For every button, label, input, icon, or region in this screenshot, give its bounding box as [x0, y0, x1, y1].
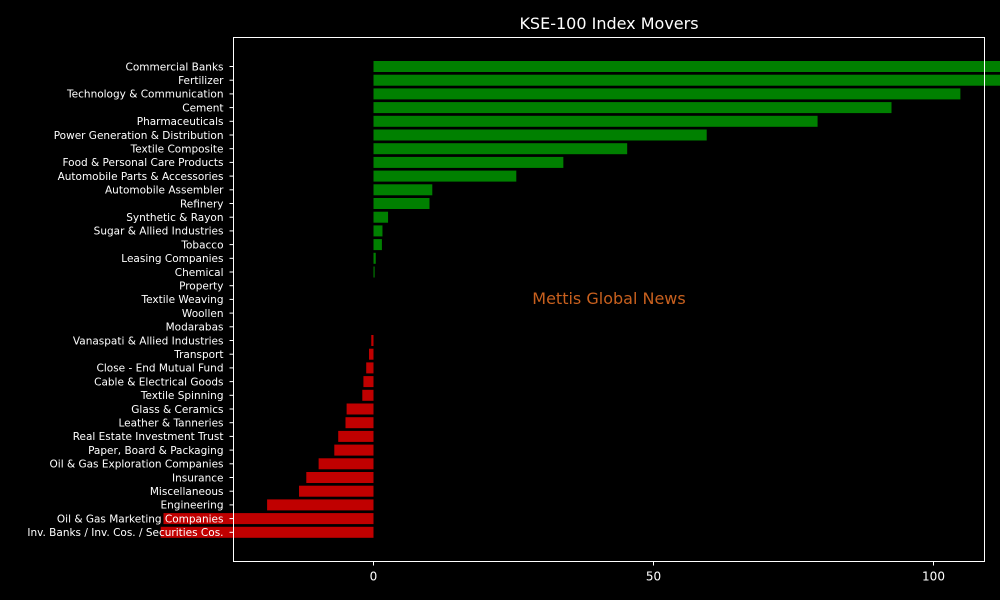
- x-ticks-group: 050100150200: [370, 561, 945, 584]
- bar-cable-electrical-goods: [363, 376, 374, 388]
- category-label: Oil & Gas Exploration Companies: [50, 459, 224, 471]
- bar-chemical: [373, 266, 375, 278]
- bar-textile-composite: [373, 143, 628, 155]
- bar-power-generation-distribution: [373, 129, 707, 141]
- bar-synthetic-rayon: [373, 211, 389, 223]
- bar-fertilizer: [373, 74, 1000, 86]
- bar-oil-gas-exploration-companies: [318, 458, 374, 470]
- category-label: Pharmaceuticals: [137, 116, 224, 128]
- plot-frame: [233, 37, 985, 562]
- category-label: Miscellaneous: [150, 486, 224, 498]
- category-label: Fertilizer: [178, 75, 224, 87]
- bar-technology-communication: [373, 88, 961, 100]
- category-label: Property: [179, 281, 223, 293]
- category-label: Vanaspati & Allied Industries: [73, 335, 224, 347]
- watermark-text: Mettis Global News: [532, 289, 685, 308]
- category-label: Technology & Communication: [66, 89, 223, 101]
- bar-food-personal-care-products: [373, 156, 564, 168]
- bar-glass-ceramics: [346, 403, 374, 415]
- x-tick-label: 0: [370, 570, 378, 584]
- category-label: Synthetic & Rayon: [126, 212, 223, 224]
- category-label: Textile Weaving: [141, 294, 224, 306]
- category-label: Power Generation & Distribution: [54, 130, 224, 142]
- bar-miscellaneous: [299, 485, 374, 497]
- category-label: Real Estate Investment Trust: [73, 431, 224, 443]
- bar-real-estate-investment-trust: [338, 430, 374, 442]
- bar-refinery: [373, 198, 430, 209]
- category-label: Refinery: [180, 198, 224, 210]
- category-labels-group: Commercial Banks Fertilizer Technology & C…: [27, 61, 234, 539]
- category-label: Commercial Banks: [126, 61, 224, 73]
- category-label: Inv. Banks / Inv. Cos. / Securities Cos.: [27, 527, 223, 539]
- bar-paper-board-packaging: [334, 444, 374, 456]
- bar-automobile-parts-accessories: [373, 170, 517, 182]
- category-label: Glass & Ceramics: [131, 404, 223, 416]
- bar-inv-banks-inv-cos-securities-cos: [160, 526, 374, 538]
- bar-leather-tanneries: [345, 417, 374, 429]
- category-label: Tobacco: [180, 239, 223, 251]
- chart-title: KSE-100 Index Movers: [519, 14, 698, 33]
- bar-automobile-assembler: [373, 184, 433, 196]
- x-tick-label: 100: [922, 570, 945, 584]
- category-label: Food & Personal Care Products: [62, 157, 223, 169]
- bar-vanaspati-allied-industries: [371, 335, 374, 346]
- category-label: Chemical: [175, 267, 224, 279]
- bar-engineering: [267, 499, 374, 511]
- category-label: Insurance: [172, 472, 224, 484]
- category-label: Engineering: [161, 500, 224, 512]
- bar-insurance: [306, 472, 374, 483]
- bar-sugar-allied-industries: [373, 225, 383, 237]
- bar-oil-gas-marketing-companies: [163, 513, 374, 525]
- x-tick-label: 50: [646, 570, 661, 584]
- bar-transport: [369, 348, 374, 360]
- category-label: Leasing Companies: [121, 253, 223, 265]
- bar-cement: [373, 102, 892, 114]
- bar-tobacco: [373, 239, 382, 251]
- bar-pharmaceuticals: [373, 115, 818, 127]
- category-label: Textile Spinning: [140, 390, 224, 402]
- category-label: Textile Composite: [130, 144, 224, 156]
- category-label: Transport: [173, 349, 223, 361]
- category-label: Paper, Board & Packaging: [88, 445, 223, 457]
- category-label: Close - End Mutual Fund: [97, 363, 224, 375]
- category-label: Oil & Gas Marketing Companies: [57, 513, 224, 525]
- category-label: Cement: [182, 102, 223, 114]
- category-label: Automobile Parts & Accessories: [58, 171, 224, 183]
- category-label: Sugar & Allied Industries: [94, 226, 224, 238]
- bars-group: [160, 61, 1000, 538]
- category-label: Leather & Tanneries: [118, 418, 223, 430]
- category-label: Automobile Assembler: [105, 185, 224, 197]
- bar-close-end-mutual-fund: [366, 362, 374, 374]
- category-label: Cable & Electrical Goods: [94, 376, 223, 388]
- category-label: Woollen: [182, 308, 224, 320]
- category-label: Modarabas: [166, 322, 224, 334]
- bar-textile-spinning: [362, 389, 374, 401]
- bar-commercial-banks: [373, 61, 1000, 72]
- bar-leasing-companies: [373, 252, 376, 264]
